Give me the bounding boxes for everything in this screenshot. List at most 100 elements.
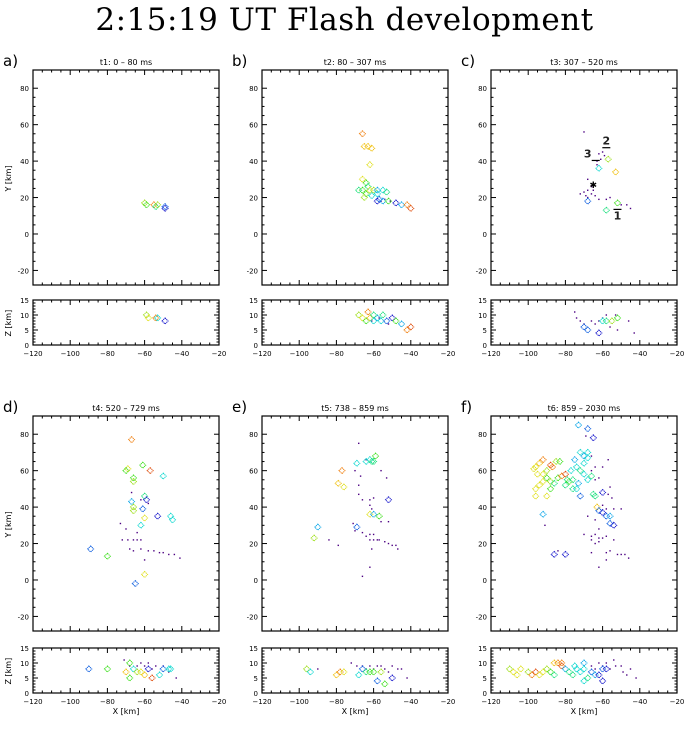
y-tick-label: 0: [254, 231, 258, 239]
source-dot: [598, 477, 600, 479]
source-dot: [387, 542, 390, 545]
z-tick-label: 5: [483, 675, 487, 683]
x-tick-label: −60: [366, 698, 381, 706]
source-diamond: [533, 470, 542, 479]
source-dot: [143, 665, 146, 667]
y-tick-label: 0: [483, 231, 487, 239]
panel-title: t5: 738 – 859 ms: [321, 404, 389, 413]
source-dot: [387, 323, 390, 325]
source-diamond: [382, 317, 391, 325]
source-diamond: [580, 659, 588, 667]
source-diamond: [528, 671, 536, 679]
source-dot: [387, 671, 390, 673]
source-diamond: [548, 463, 557, 471]
source-diamond: [580, 452, 588, 460]
source-dot: [629, 668, 632, 670]
y-tick-label: 20: [20, 195, 29, 203]
source-diamond: [531, 668, 540, 676]
source-dot: [147, 502, 150, 505]
source-diamond: [140, 492, 149, 500]
source-dot: [594, 542, 596, 545]
source-diamond: [608, 317, 616, 325]
panel-letter: b): [232, 52, 247, 70]
source-dot: [361, 531, 364, 534]
source-diamond: [353, 459, 361, 468]
panel-f: f) t6: 859 – 2030 ms806040200-20151050−12…: [461, 398, 684, 716]
source-diamond: [377, 668, 385, 676]
source-dot: [147, 550, 150, 552]
source-dot: [361, 575, 364, 578]
source-dot: [594, 533, 596, 536]
source-diamond: [570, 456, 579, 464]
panel-letter: d): [3, 398, 18, 416]
source-diamond: [375, 195, 383, 204]
x-tick-label: −120: [23, 698, 42, 706]
x-tick-label: −40: [174, 350, 189, 358]
source-diamond: [595, 329, 603, 337]
source-diamond: [546, 485, 555, 493]
source-diamond: [539, 668, 547, 676]
source-diamond: [314, 523, 322, 531]
source-dot: [590, 539, 593, 541]
source-diamond: [362, 317, 370, 325]
source-diamond: [576, 466, 584, 475]
source-dot: [626, 674, 628, 676]
y-tick-label: 20: [20, 541, 29, 549]
source-dot: [127, 539, 129, 541]
source-diamond: [557, 662, 566, 670]
source-diamond: [137, 668, 145, 676]
source-dot: [395, 544, 397, 547]
source-diamond: [165, 665, 173, 673]
source-diamond: [388, 314, 396, 322]
source-dot: [609, 486, 611, 488]
source-dot: [590, 469, 593, 472]
source-diamond: [340, 483, 348, 491]
source-diamond: [369, 457, 378, 466]
source-dot: [620, 508, 622, 510]
z-tick-label: 10: [478, 312, 487, 320]
source-diamond: [126, 674, 134, 682]
source-diamond: [602, 512, 611, 520]
source-dot: [397, 668, 399, 670]
x-tick-label: −120: [481, 350, 500, 358]
plan-view-frame: [490, 69, 678, 286]
source-dot: [613, 508, 615, 510]
z-tick-label: 15: [20, 297, 29, 305]
source-dot: [601, 466, 604, 468]
source-diamond: [524, 668, 532, 676]
y-tick-label: -20: [18, 613, 29, 621]
source-diamond: [569, 476, 577, 484]
source-diamond: [368, 457, 376, 466]
source-dot: [397, 548, 399, 550]
source-diamond: [595, 164, 603, 173]
source-dot: [179, 557, 181, 559]
source-dot: [132, 550, 135, 552]
panel-e: e) t5: 738 – 859 ms806040200-20151050−120…: [232, 398, 455, 716]
source-dot: [140, 662, 142, 664]
source-diamond: [129, 477, 138, 486]
plan-view-frame: [261, 69, 449, 286]
y-tick-label: 60: [20, 468, 29, 476]
source-dot: [358, 484, 360, 486]
source-dot: [594, 323, 596, 325]
source-diamond: [373, 314, 382, 322]
z-tick-label: 0: [25, 690, 29, 698]
source-diamond: [129, 507, 138, 515]
source-diamond: [369, 186, 378, 194]
source-diamond: [611, 168, 620, 176]
panel-title: t2: 80 – 307 ms: [324, 58, 387, 67]
source-diamond: [580, 665, 588, 673]
source-dot: [609, 550, 611, 552]
source-dot: [328, 539, 330, 541]
source-diamond: [384, 197, 393, 205]
panel-c: c) t3: 307 – 520 ms806040200-20151050−120…: [461, 52, 684, 358]
source-diamond: [140, 570, 149, 579]
source-diamond: [377, 317, 385, 325]
source-diamond: [587, 472, 596, 480]
source-diamond: [364, 182, 372, 191]
source-diamond: [373, 197, 382, 205]
source-dot: [168, 671, 170, 673]
source-diamond: [517, 665, 525, 673]
source-diamond: [161, 202, 169, 211]
